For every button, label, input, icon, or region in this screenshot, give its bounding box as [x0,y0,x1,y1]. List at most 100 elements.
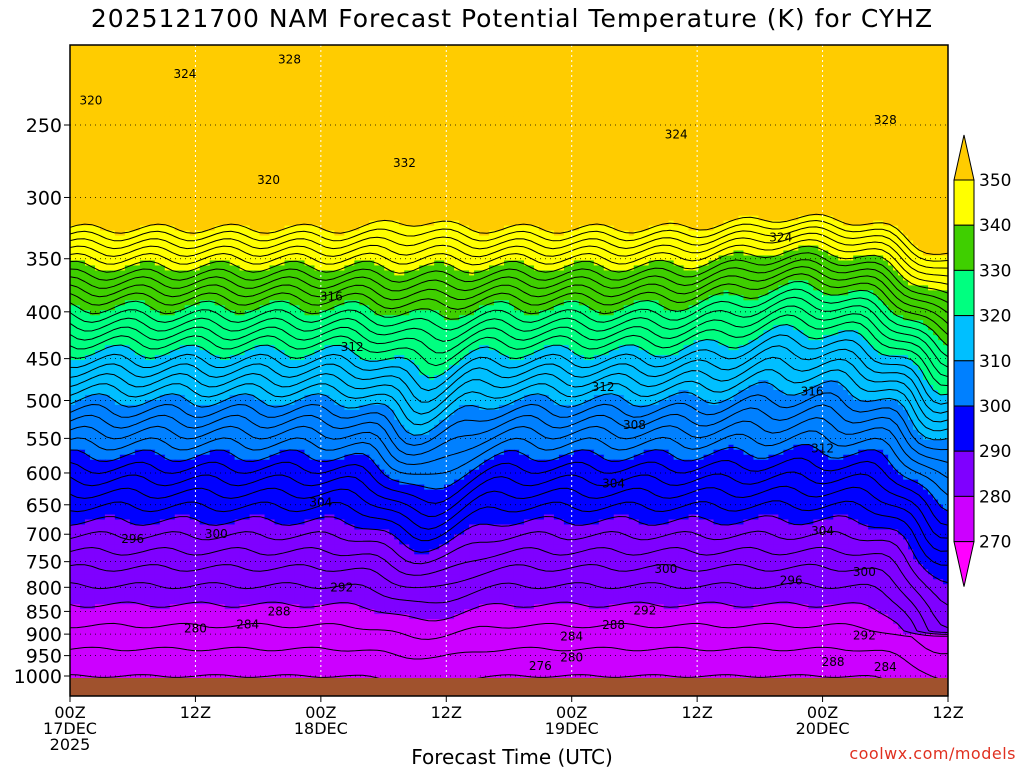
theta-cell [230,111,236,117]
theta-cell [803,76,809,82]
theta-cell [898,66,904,72]
theta-cell [290,101,296,107]
theta-cell [753,91,759,97]
theta-cell [833,56,839,62]
theta-cell [354,41,360,47]
theta-cell [709,91,715,97]
theta-cell [220,101,226,107]
theta-cell [334,41,340,47]
theta-cell [434,36,440,42]
theta-cell [349,36,355,42]
theta-cell [150,71,156,77]
theta-cell [604,61,610,67]
theta-cell [689,51,695,57]
theta-cell [753,81,759,87]
theta-cell [768,106,774,112]
theta-cell [554,76,560,82]
theta-cell [524,101,530,107]
theta-cell [679,56,685,62]
theta-cell [908,71,914,77]
theta-cell [619,56,625,62]
theta-cell [694,66,700,72]
theta-cell [534,106,540,112]
theta-cell [554,96,560,102]
theta-cell [389,66,395,72]
theta-cell [888,41,894,47]
theta-cell [145,61,151,67]
theta-cell [554,71,560,77]
theta-cell [544,41,550,47]
theta-cell [903,51,909,57]
theta-cell [165,36,171,42]
theta-cell [898,51,904,57]
theta-cell [484,101,490,107]
theta-cell [290,41,296,47]
theta-cell [75,36,81,42]
theta-cell [120,51,126,57]
theta-cell [339,51,345,57]
theta-cell [319,71,325,77]
theta-cell [609,71,615,77]
theta-cell [115,41,121,47]
theta-cell [873,96,879,102]
theta-cell [858,101,864,107]
theta-cell [609,36,615,42]
theta-cell [768,101,774,107]
theta-cell [793,61,799,67]
theta-cell [719,81,725,87]
theta-cell [783,101,789,107]
theta-cell [719,86,725,92]
theta-cell [364,51,370,57]
theta-cell [115,66,121,72]
theta-cell [379,76,385,82]
theta-cell [130,36,136,42]
theta-cell [215,41,221,47]
theta-cell [664,56,670,62]
theta-cell [265,81,271,87]
theta-cell [634,46,640,52]
theta-cell [145,46,151,52]
theta-cell [813,101,819,107]
theta-cell [120,96,126,102]
theta-cell [374,56,380,62]
theta-cell [773,96,779,102]
theta-cell [120,61,126,67]
theta-cell [210,101,216,107]
theta-cell [504,66,510,72]
theta-cell [160,41,166,47]
theta-cell [599,66,605,72]
theta-cell [290,66,296,72]
theta-cell [828,41,834,47]
theta-cell [434,41,440,47]
theta-cell [853,71,859,77]
theta-cell [574,66,580,72]
theta-cell [923,36,929,42]
theta-cell [349,56,355,62]
theta-cell [888,101,894,107]
theta-cell [908,81,914,87]
theta-cell [893,101,899,107]
theta-cell [459,56,465,62]
theta-cell [389,106,395,112]
theta-cell [529,81,535,87]
theta-cell [100,66,106,72]
theta-cell [509,86,515,92]
theta-cell [689,46,695,52]
theta-cell [394,96,400,102]
theta-cell [863,101,869,107]
theta-cell [180,56,186,62]
theta-cell [479,91,485,97]
theta-cell [654,81,660,87]
theta-cell [334,36,340,42]
theta-cell [773,81,779,87]
theta-cell [644,56,650,62]
theta-cell [743,56,749,62]
theta-cell [848,106,854,112]
theta-cell [629,56,635,62]
theta-cell [599,61,605,67]
theta-cell [878,91,884,97]
theta-cell [868,56,874,62]
theta-cell [220,86,226,92]
theta-cell [324,101,330,107]
theta-cell [469,51,475,57]
